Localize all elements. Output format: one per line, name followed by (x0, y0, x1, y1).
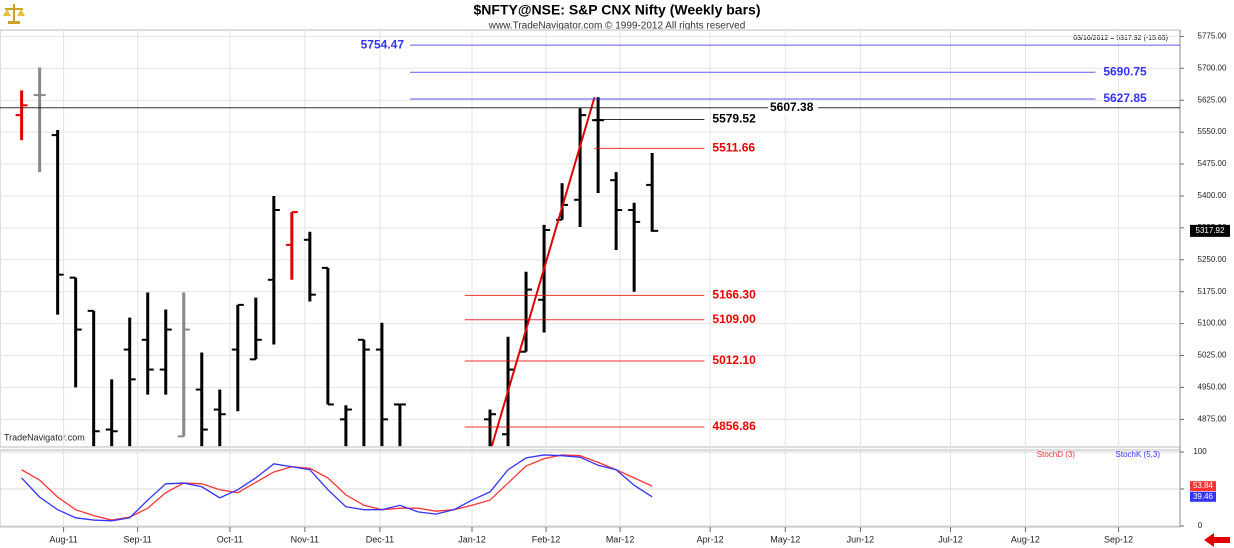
y-tick-label: 4875.00 (1198, 414, 1227, 423)
x-tick-label: Feb-12 (532, 534, 561, 544)
level-label: 5690.75 (1103, 64, 1147, 78)
scroll-arrow (1204, 533, 1230, 547)
x-tick-label: Jan-12 (458, 534, 486, 544)
legend-entry: StochK (5,3) (1116, 450, 1161, 459)
end-value-box (1190, 481, 1216, 492)
chart-subtitle: www.TradeNavigator.com © 1999-2012 All r… (488, 21, 746, 32)
x-tick-label: Aug-12 (1011, 534, 1040, 544)
level-label: 5754.47 (361, 37, 405, 51)
y-tick-label: 4950.00 (1198, 383, 1227, 392)
y-tick-label: 5475.00 (1198, 159, 1227, 168)
y-tick-label: 5025.00 (1198, 351, 1227, 360)
legend-entry: StochD (3) (1037, 450, 1076, 459)
x-tick-label: Sep-11 (123, 534, 151, 544)
level-label: 5166.30 (712, 288, 756, 302)
x-tick-label: Dec-11 (366, 534, 394, 544)
level-label: 4856.86 (712, 419, 756, 433)
y-tick-label: 100 (1193, 447, 1207, 456)
stoch-line (21, 454, 653, 522)
y-tick-label: 5100.00 (1198, 319, 1227, 328)
y-tick-label: 0 (1198, 521, 1203, 530)
x-tick-label: Mar-12 (606, 534, 635, 544)
stoch-line (21, 454, 653, 521)
y-tick-label: 5400.00 (1198, 191, 1227, 200)
last-price-label: 5317.92 (1196, 226, 1225, 235)
logo (3, 4, 25, 24)
x-tick-label: Jul-12 (938, 534, 963, 544)
level-label: 5511.66 (712, 141, 755, 155)
level-label: 5012.10 (712, 353, 756, 367)
logo-part (3, 9, 25, 16)
x-tick-label: Nov-11 (291, 534, 319, 544)
chart-title: $NFTY@NSE: S&P CNX Nifty (Weekly bars) (474, 2, 761, 18)
watermark: TradeNavigator.com (4, 432, 85, 442)
logo-part (8, 21, 20, 24)
x-tick-label: Aug-11 (49, 534, 77, 544)
end-value-label: 39.46 (1193, 492, 1214, 501)
y-tick-label: 5700.00 (1198, 63, 1227, 72)
level-label: 5627.85 (1103, 91, 1147, 105)
y-tick-label: 5250.00 (1198, 255, 1227, 264)
y-tick-label: 5775.00 (1198, 31, 1227, 40)
x-tick-label: May-12 (770, 534, 800, 544)
price-plot (15, 67, 659, 447)
y-tick-label: 5625.00 (1198, 95, 1227, 104)
label-bg (768, 100, 818, 114)
last-price-box (1190, 224, 1230, 237)
x-tick-label: Sep-12 (1104, 534, 1133, 544)
x-tick-label: Jun-12 (847, 534, 875, 544)
x-tick-label: Apr-12 (697, 534, 724, 544)
info-text: 03/16/2012 = 5317.92 (-15.65) (1073, 35, 1168, 42)
level-label: 5607.38 (770, 100, 814, 114)
level-label: 5579.52 (712, 112, 756, 126)
x-tick-label: Oct-11 (217, 534, 243, 544)
trendline (490, 96, 596, 447)
level-label: 5109.00 (712, 312, 756, 326)
y-tick-label: 5550.00 (1198, 127, 1227, 136)
y-tick-label: 5175.00 (1198, 287, 1227, 296)
end-value-box (1190, 491, 1216, 502)
end-value-label: 53.84 (1193, 481, 1214, 490)
